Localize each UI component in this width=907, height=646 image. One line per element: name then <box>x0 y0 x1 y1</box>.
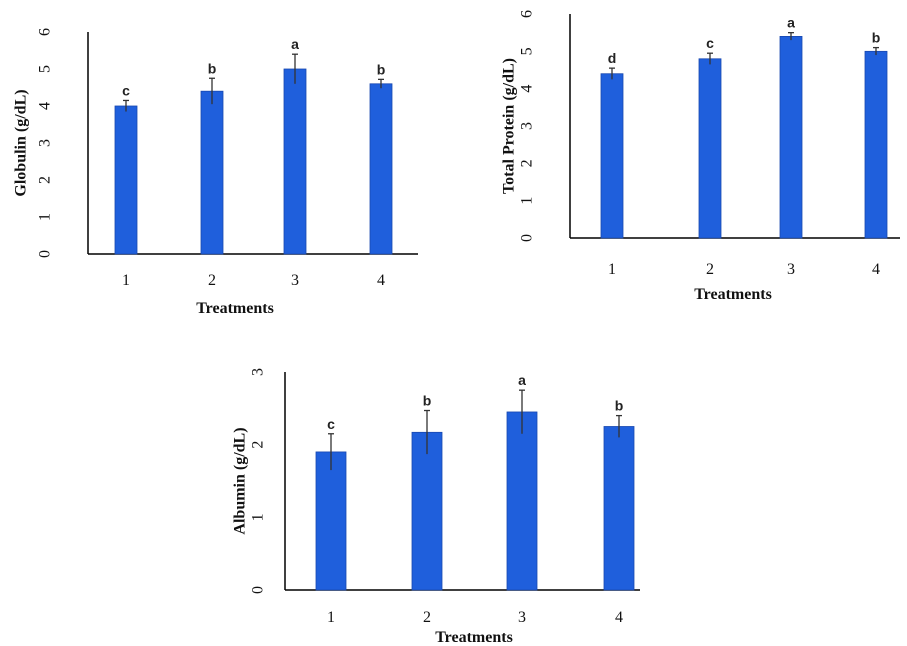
bar <box>200 90 224 255</box>
x-tick-label: 1 <box>608 261 616 278</box>
y-tick-label: 2 <box>37 176 54 184</box>
y-tick-label: 5 <box>37 65 54 73</box>
significance-letter: b <box>615 398 624 414</box>
bar <box>411 431 443 591</box>
bar <box>864 50 888 239</box>
bar <box>506 411 538 591</box>
significance-letter: a <box>787 15 795 31</box>
y-tick-label: 1 <box>250 513 267 521</box>
significance-letter: c <box>122 82 130 98</box>
significance-letter: c <box>706 35 714 51</box>
significance-letter: c <box>327 416 335 432</box>
x-tick-label: 1 <box>327 609 335 626</box>
y-tick-label: 0 <box>250 586 267 594</box>
bar <box>698 58 722 239</box>
x-tick-label: 3 <box>291 272 299 289</box>
y-tick-label: 6 <box>37 28 54 36</box>
y-tick-label: 4 <box>37 102 54 110</box>
y-tick-label: 4 <box>519 85 536 93</box>
y-tick-label: 3 <box>250 368 267 376</box>
total-protein-chart: 0 1 2 3 4 5 6 Total Protein (g/dL) d 1 c 2 a 3 b 4 Treat… <box>501 10 900 303</box>
significance-letter: b <box>208 60 217 76</box>
x-tick-label: 2 <box>423 609 431 626</box>
x-tick-label: 1 <box>122 272 130 289</box>
bar <box>779 36 803 239</box>
y-tick-label: 1 <box>37 213 54 221</box>
y-axis-title: Albumin (g/dL) <box>232 427 249 534</box>
y-tick-label: 2 <box>519 159 536 167</box>
bar <box>315 451 347 591</box>
significance-letter: a <box>291 36 299 52</box>
y-tick-label: 2 <box>250 441 267 449</box>
y-tick-label: 0 <box>37 250 54 258</box>
x-tick-label: 2 <box>208 272 216 289</box>
globulin-chart: 0 1 2 3 4 5 6 Globulin (g/dL) c 1 b 2 a 3 b 4 Treatments <box>13 28 418 317</box>
significance-letter: b <box>377 61 386 77</box>
y-tick-label: 6 <box>519 10 536 18</box>
y-axis-title: Globulin (g/dL) <box>13 89 30 196</box>
y-tick-label: 3 <box>37 139 54 147</box>
x-axis-title: Treatments <box>435 629 513 646</box>
x-tick-label: 3 <box>787 261 795 278</box>
bar <box>603 426 635 591</box>
significance-letter: b <box>872 30 881 46</box>
x-tick-label: 4 <box>377 272 385 289</box>
y-axis-title: Total Protein (g/dL) <box>501 58 518 194</box>
bar <box>283 68 307 255</box>
x-tick-label: 4 <box>615 609 623 626</box>
y-tick-label: 0 <box>519 234 536 242</box>
bar <box>369 83 393 255</box>
x-tick-label: 2 <box>706 261 714 278</box>
x-axis-title: Treatments <box>694 286 772 303</box>
x-axis-title: Treatments <box>196 300 274 317</box>
significance-letter: b <box>423 393 432 409</box>
significance-letter: a <box>518 372 526 388</box>
y-tick-label: 3 <box>519 122 536 130</box>
albumin-chart: 0 1 2 3 Albumin (g/dL) c 1 b 2 a 3 b 4 Treatments <box>232 368 640 646</box>
y-tick-label: 1 <box>519 197 536 205</box>
significance-letter: d <box>608 50 617 66</box>
x-tick-label: 4 <box>872 261 880 278</box>
x-tick-label: 3 <box>518 609 526 626</box>
bar <box>600 73 624 239</box>
y-tick-label: 5 <box>519 47 536 55</box>
bar <box>114 105 138 255</box>
